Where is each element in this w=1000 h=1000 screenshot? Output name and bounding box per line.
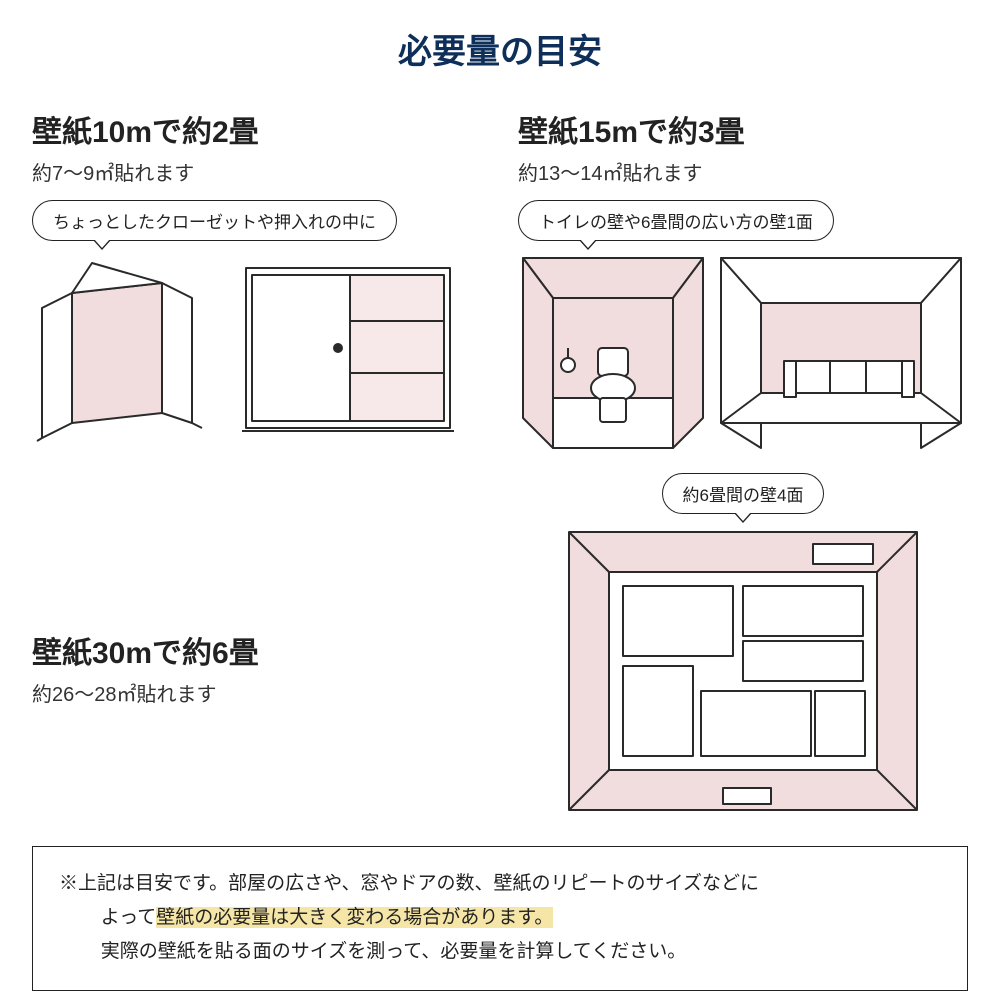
section-10m: 壁紙10mで約2畳 約7～9㎡貼れます ちょっとしたクローゼットや押入れの中に [32,107,482,453]
room-one-wall-illustration [716,253,966,453]
bubble-15m: トイレの壁や6畳間の広い方の壁1面 [518,200,834,241]
note-line2: よって壁紙の必要量は大きく変わる場合があります。 [59,901,941,935]
sub-15m: 約13～14㎡貼れます [518,157,968,186]
section-30m-text: 壁紙30mで約6畳 約26～28㎡貼れます [32,473,482,816]
toilet-room-illustration [518,253,708,453]
section-15m: 壁紙15mで約3畳 約13～14㎡貼れます トイレの壁や6畳間の広い方の壁1面 [518,107,968,453]
bubble-30m: 約6畳間の壁4面 [662,473,825,514]
note-line1: ※上記は目安です。部屋の広さや、窓やドアの数、壁紙のリピートのサイズなどに [59,873,759,894]
sub-30m: 約26～28㎡貼れます [32,678,482,707]
note-line3: 実際の壁紙を貼る面のサイズを測って、必要量を計算してください。 [59,935,941,969]
sub-10m: 約7～9㎡貼れます [32,157,482,186]
closet-illustration [32,253,222,443]
heading-30m: 壁紙30mで約6畳 [32,628,482,672]
section-30m-illustration-wrap: 約6畳間の壁4面 [518,473,968,816]
note-box: ※上記は目安です。部屋の広さや、窓やドアの数、壁紙のリピートのサイズなどに よっ… [32,846,968,991]
content-grid: 壁紙10mで約2畳 約7～9㎡貼れます ちょっとしたクローゼットや押入れの中に [32,107,968,816]
room-four-walls-illustration [563,526,923,816]
note-highlight: 壁紙の必要量は大きく変わる場合があります。 [156,907,553,928]
heading-15m: 壁紙15mで約3畳 [518,107,968,151]
sliding-door-illustration [238,253,458,443]
note-line2-prefix: よって [101,907,156,928]
bubble-10m: ちょっとしたクローゼットや押入れの中に [32,200,397,241]
page-title: 必要量の目安 [32,24,968,73]
heading-10m: 壁紙10mで約2畳 [32,107,482,151]
